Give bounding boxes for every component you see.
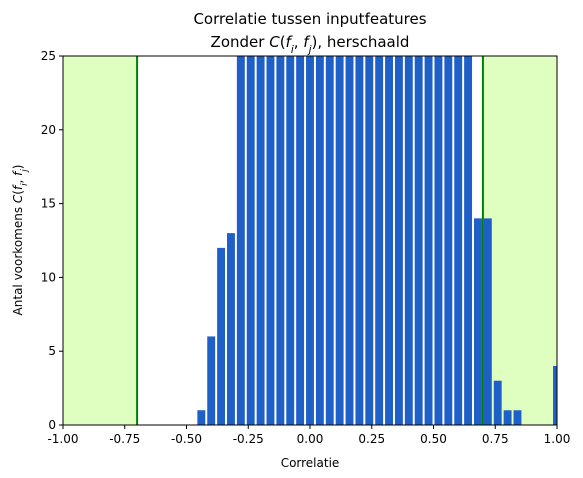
histogram-bar (266, 56, 275, 425)
histogram-bar (424, 56, 433, 425)
shaded-region-0 (63, 56, 138, 425)
y-tick-label: 25 (41, 49, 56, 63)
y-tick-label: 5 (48, 344, 56, 358)
x-tick-label: -0.75 (109, 432, 140, 446)
histogram-bar (404, 56, 413, 425)
histogram-bar (513, 410, 522, 425)
shaded-region-1 (482, 56, 557, 425)
bars (197, 56, 557, 425)
histogram-bar (474, 218, 482, 425)
x-tick-label: 0.50 (420, 432, 447, 446)
histogram-bar (286, 56, 295, 425)
x-tick-label: 0.00 (297, 432, 324, 446)
y-tick-label: 20 (41, 123, 56, 137)
histogram-bar (197, 410, 206, 425)
histogram-bar (365, 56, 374, 425)
histogram-bar (464, 56, 473, 425)
histogram-bar (345, 56, 354, 425)
x-tick-label: 0.25 (358, 432, 385, 446)
histogram-bar (315, 56, 324, 425)
histogram-bar (444, 56, 453, 425)
histogram-bar (483, 218, 492, 425)
chart-title-line1: Correlatie tussen inputfeatures (193, 10, 426, 28)
y-axis-label: Antal voorkomens C(fi, fj) (11, 165, 29, 316)
histogram-bar (414, 56, 423, 425)
x-axis-label: Correlatie (281, 456, 340, 470)
histogram-bar (503, 410, 512, 425)
histogram-bar (434, 56, 443, 425)
axes: -1.00 -0.75 -0.50 -0.25 0.00 0.25 0.50 0.75 1.00… (41, 49, 571, 446)
x-tick-label: 1.00 (544, 432, 571, 446)
histogram-bar (325, 56, 334, 425)
x-tick-label: -1.00 (47, 432, 78, 446)
histogram-bar (335, 56, 344, 425)
histogram-bar (493, 380, 502, 425)
histogram-bar (207, 336, 216, 425)
histogram-bar (306, 56, 314, 425)
chart-title-line2: Zonder C(fi, fj), herschaald (211, 33, 410, 56)
histogram-bar (355, 56, 364, 425)
x-tick-label: -0.50 (171, 432, 202, 446)
histogram-bar (375, 56, 384, 425)
histogram-bar (394, 56, 403, 425)
histogram-bar (454, 56, 463, 425)
histogram-bar (553, 365, 557, 425)
histogram-bar (217, 247, 226, 425)
x-tick-label: -0.25 (233, 432, 264, 446)
y-tick-label: 10 (41, 270, 56, 284)
histogram-bar (256, 56, 265, 425)
histogram-bar (296, 56, 305, 425)
plot-area (63, 56, 557, 425)
x-tick-label: 0.75 (482, 432, 509, 446)
histogram-bar (276, 56, 285, 425)
histogram-bar (385, 56, 393, 425)
y-tick-label: 15 (41, 197, 56, 211)
histogram-bar (246, 56, 255, 425)
histogram-bar (236, 56, 245, 425)
histogram-bar (227, 233, 235, 425)
y-tick-label: 0 (48, 418, 56, 432)
